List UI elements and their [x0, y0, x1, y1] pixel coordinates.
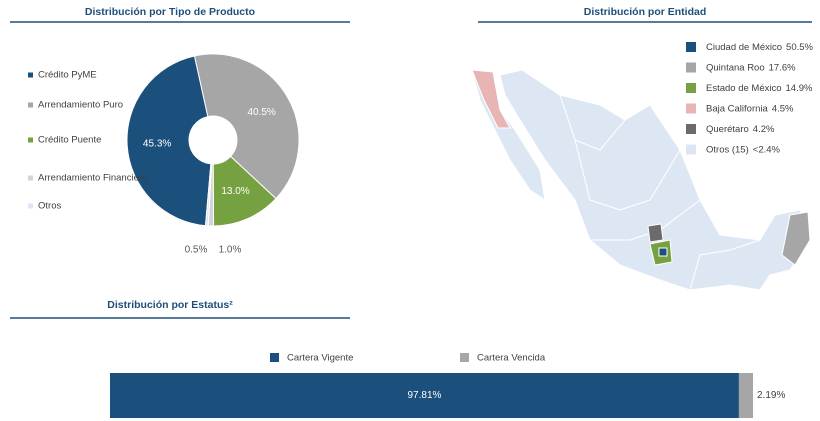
region — [647, 223, 664, 243]
legend-label: Quintana Roo 17.6% — [706, 62, 796, 73]
legend-swatch — [28, 72, 33, 78]
border — [559, 94, 626, 151]
map-title: Distribución por Entidad — [584, 6, 707, 18]
legend-swatch — [686, 103, 696, 114]
legend-value: 4.5% — [772, 103, 794, 114]
legend-value: 17.6% — [769, 62, 796, 73]
border — [574, 139, 681, 211]
data-label: 1.0% — [219, 245, 242, 256]
border — [590, 199, 701, 241]
legend-label: Baja California 4.5% — [706, 103, 794, 114]
region — [781, 211, 811, 266]
legend-label: Crédito PyME — [38, 70, 97, 81]
legend-label: Arrendamiento Financiero — [38, 173, 147, 184]
legend-swatch — [686, 42, 696, 52]
legend-swatch — [270, 353, 279, 362]
legend-label: Ciudad de México 50.5% — [706, 42, 814, 53]
legend-swatch — [28, 175, 33, 181]
legend-value: <2.4% — [753, 144, 781, 155]
legend-label: Cartera Vigente — [287, 353, 353, 364]
bar-segment — [110, 373, 739, 418]
legend-swatch — [686, 83, 696, 93]
data-label: 40.5% — [247, 107, 275, 118]
data-label: 0.5% — [185, 245, 208, 256]
legend-name: Estado de México — [706, 83, 782, 94]
legend-label: Crédito Puente — [38, 135, 101, 146]
legend-swatch — [28, 102, 33, 108]
legend-swatch — [686, 62, 696, 73]
map — [471, 69, 811, 291]
legend-name: Querétaro — [706, 124, 749, 135]
data-label: 2.19% — [757, 390, 785, 401]
data-label: 45.3% — [143, 138, 171, 149]
legend-value: 50.5% — [786, 42, 813, 53]
legend-name: Otros (15) — [706, 144, 749, 155]
region — [471, 69, 511, 129]
region — [658, 247, 668, 257]
legend-swatch — [686, 124, 696, 134]
legend-name: Baja California — [706, 103, 768, 114]
legend-value: 14.9% — [786, 83, 813, 94]
legend-swatch — [28, 203, 33, 209]
legend-swatch — [686, 144, 696, 155]
data-label: 97.81% — [407, 390, 441, 401]
legend-label: Otros (15) <2.4% — [706, 144, 781, 155]
donut-hole — [189, 116, 237, 164]
pie-title: Distribución por Tipo de Producto — [85, 6, 255, 18]
legend-name: Ciudad de México — [706, 42, 782, 53]
legend-label: Arrendamiento Puro — [38, 100, 123, 111]
border — [689, 239, 761, 291]
legend-name: Quintana Roo — [706, 62, 765, 73]
bar-segment — [738, 373, 753, 418]
legend-swatch — [460, 353, 469, 362]
data-label: 13.0% — [221, 186, 249, 197]
legend-label: Querétaro 4.2% — [706, 124, 775, 135]
legend-label: Estado de México 14.9% — [706, 83, 813, 94]
legend-label: Otros — [38, 201, 61, 212]
legend-label: Cartera Vencida — [477, 353, 546, 364]
legend-value: 4.2% — [753, 124, 775, 135]
legend-swatch — [28, 137, 33, 143]
bar-title: Distribución por Estatus² — [107, 299, 233, 311]
